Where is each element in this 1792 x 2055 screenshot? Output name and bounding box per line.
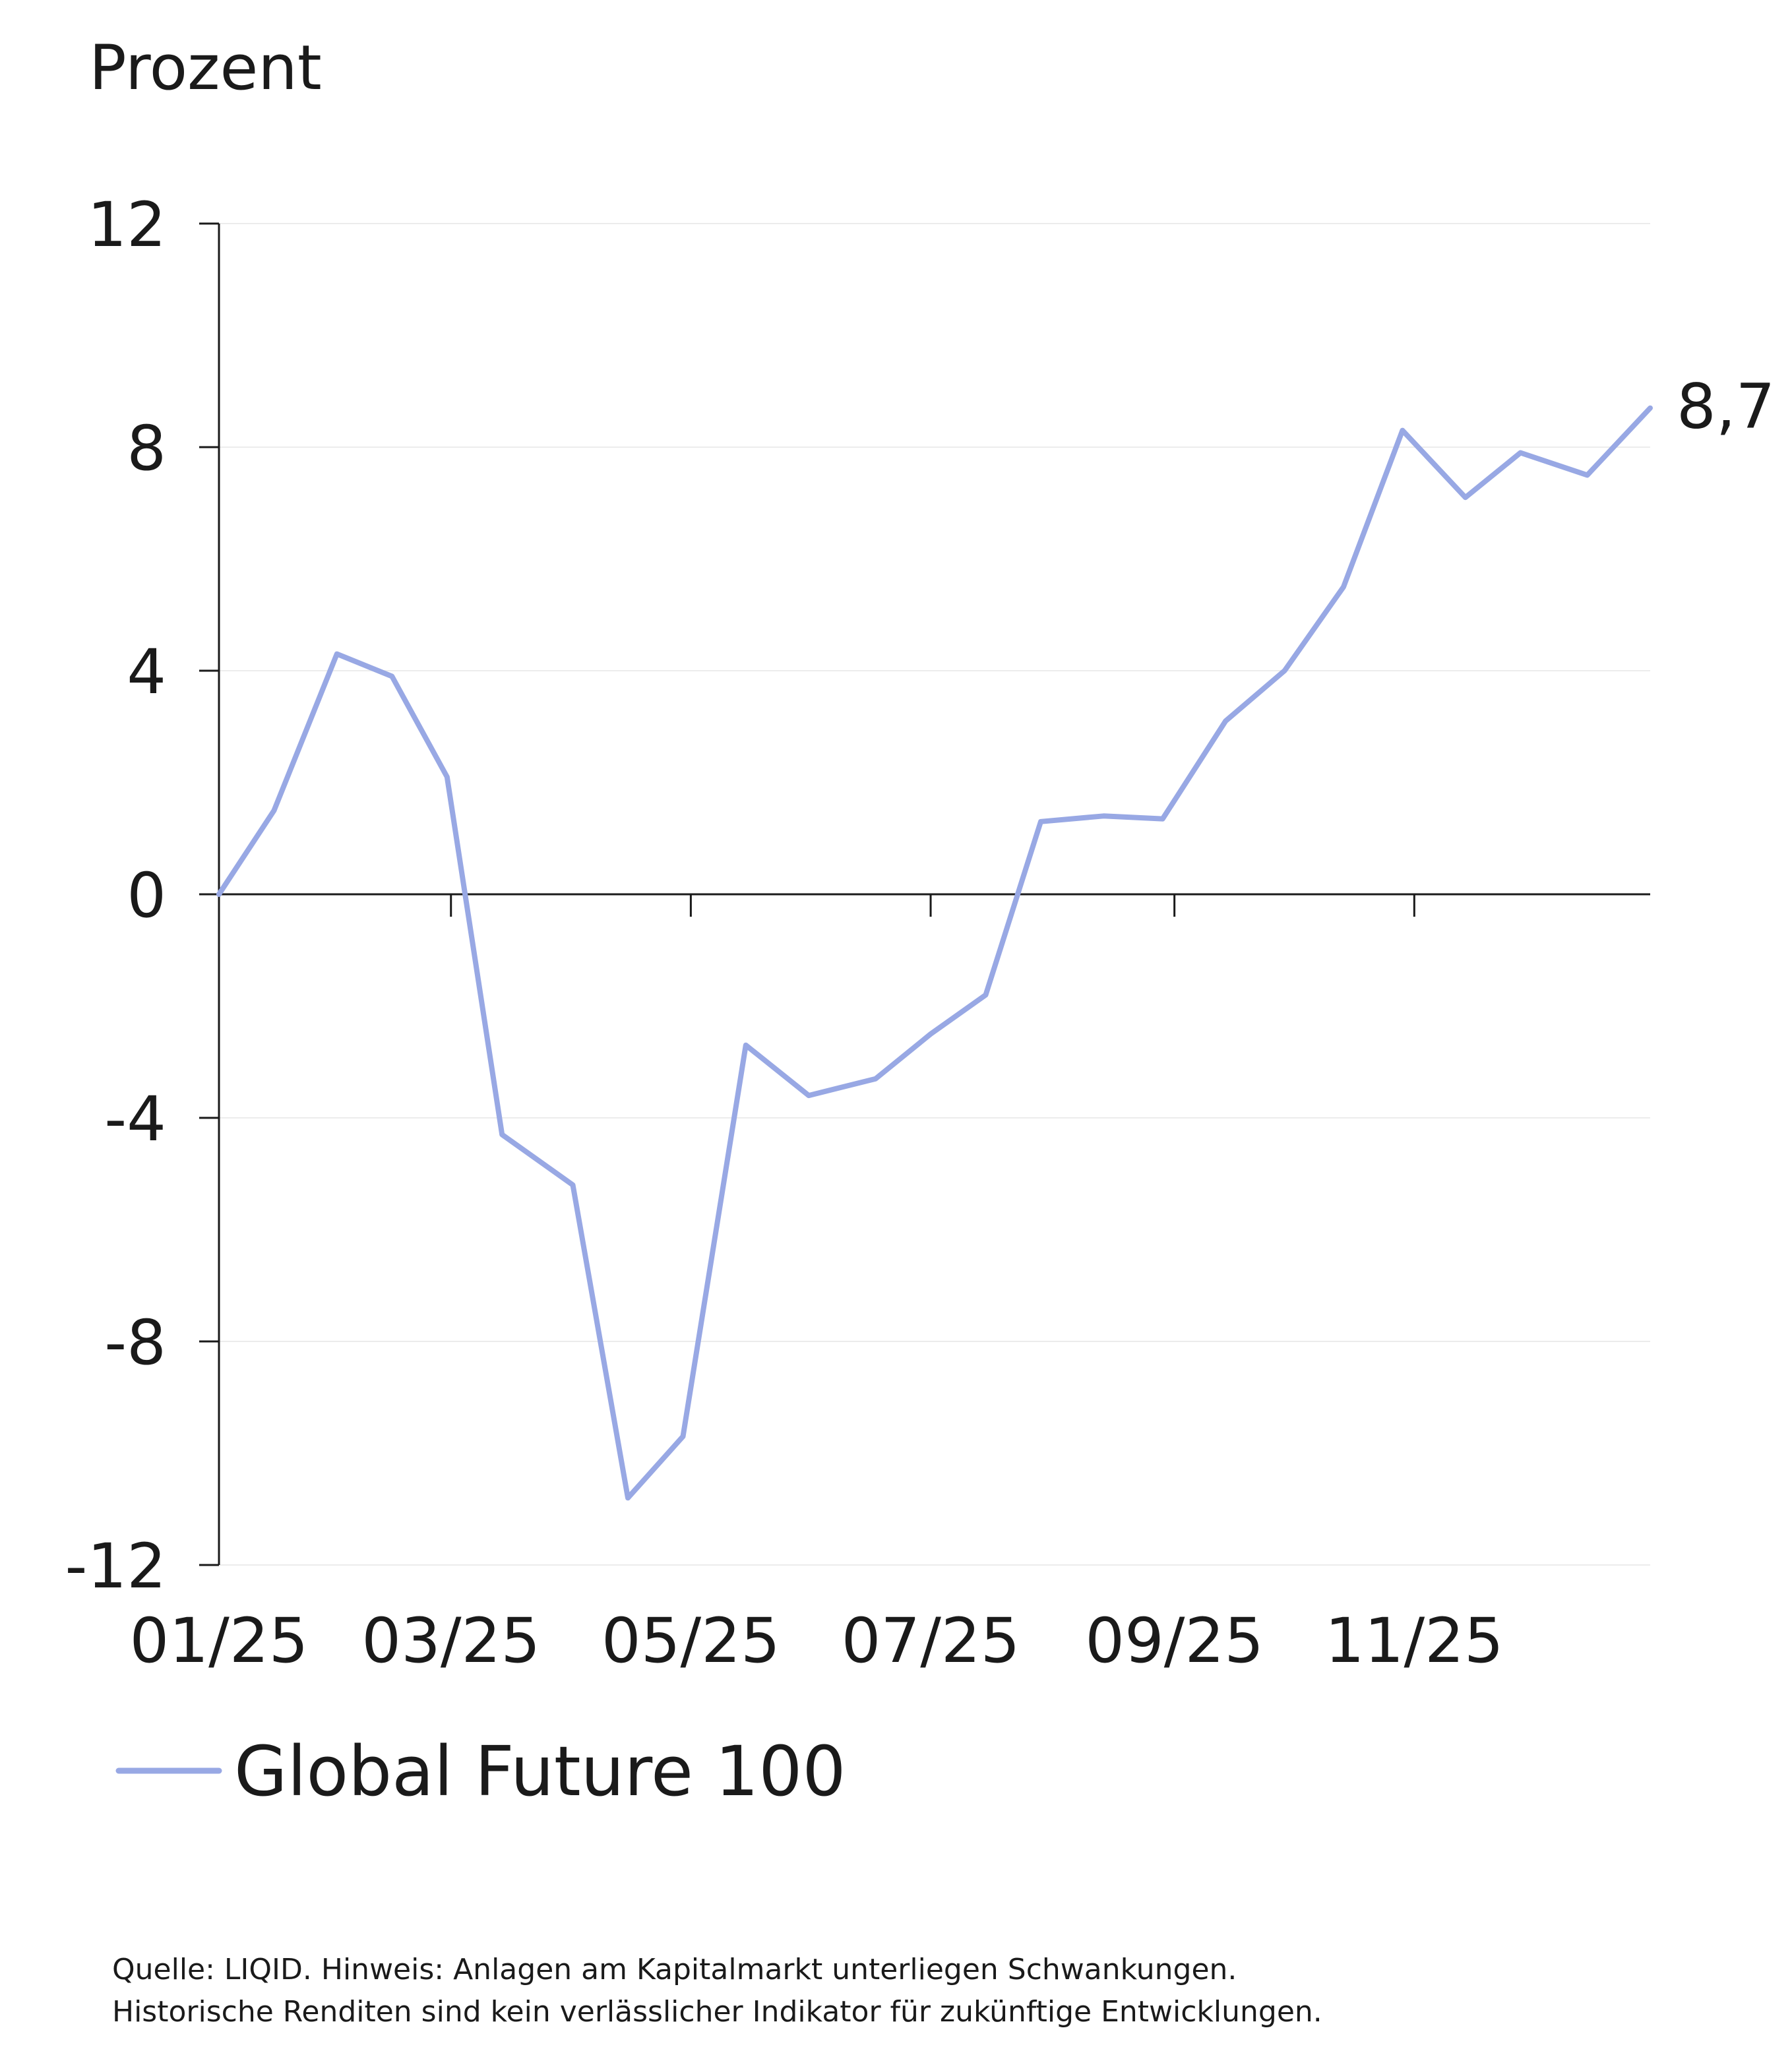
- axes: [199, 222, 1650, 1566]
- gridlines: [219, 223, 1650, 1566]
- series-layer: [216, 405, 1653, 1501]
- end-value-label: 8,7: [1677, 371, 1776, 443]
- source-line-2: Historische Renditen sind kein verlässli…: [112, 1995, 1322, 2029]
- y-tick-label: -8: [104, 1307, 166, 1379]
- series-line-global-future-100: [216, 405, 1653, 1501]
- legend: Global Future 100: [115, 1731, 846, 1812]
- x-tick-label: 05/25: [602, 1605, 780, 1677]
- source-note: Quelle: LIQID. Hinweis: Anlagen am Kapit…: [112, 1949, 1761, 2033]
- x-tick-label: 03/25: [361, 1605, 540, 1677]
- y-tick-label: -12: [65, 1531, 166, 1603]
- y-tick-label: 12: [87, 189, 166, 261]
- y-tick-label: 8: [127, 413, 166, 485]
- y-tick-label: 0: [127, 860, 166, 932]
- x-tick-label: 07/25: [842, 1605, 1020, 1677]
- y-axis-unit-label: Prozent: [89, 32, 322, 104]
- y-tick-label: -4: [104, 1084, 166, 1155]
- legend-label: Global Future 100: [234, 1731, 846, 1812]
- x-tick-label: 11/25: [1325, 1605, 1504, 1677]
- x-tick-label: 09/25: [1085, 1605, 1264, 1677]
- source-line-1: Quelle: LIQID. Hinweis: Anlagen am Kapit…: [112, 1953, 1237, 1986]
- x-tick-label: 01/25: [130, 1605, 309, 1677]
- y-tick-label: 4: [127, 636, 166, 708]
